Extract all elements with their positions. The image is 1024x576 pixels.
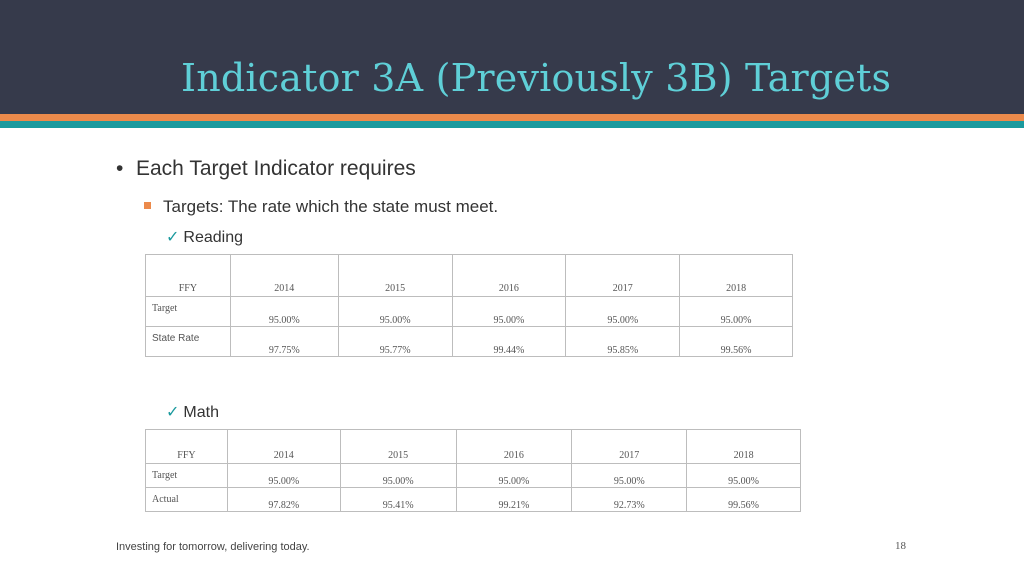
row-label-cell: Target [145,296,231,327]
year-header-cell: 2016 [455,429,573,464]
checkmark-icon: ✓ [166,402,180,421]
value-cell: 97.75% [229,326,339,357]
slide-header: Indicator 3A (Previously 3B) Targets [0,0,1024,114]
year-header-cell: 2015 [339,429,457,464]
slide-title: Indicator 3A (Previously 3B) Targets [181,56,892,100]
row-label-cell: Target [145,463,228,488]
reading-check-item: ✓ Reading [166,227,243,247]
table-row: Target 95.00% 95.00% 95.00% 95.00% 95.00… [145,296,793,327]
value-cell: 95.00% [679,296,793,327]
orange-stripe [0,114,1024,121]
row-label-cell: State Rate [145,326,231,357]
square-bullet-icon [144,202,151,209]
year-header-cell: 2018 [686,429,801,464]
math-check-item: ✓ Math [166,402,219,422]
value-cell: 95.00% [455,463,573,488]
value-cell: 95.41% [339,487,457,512]
reading-targets-table: FFY 2014 2015 2016 2017 2018 Target 95.0… [145,254,793,357]
bullet-dot-icon: • [116,157,124,180]
bullet-level-1: • Each Target Indicator requires [116,157,416,181]
value-cell: 99.56% [686,487,801,512]
value-cell: 95.00% [337,296,453,327]
math-label: Math [183,404,219,421]
slide-footer: Investing for tomorrow, delivering today… [116,541,310,553]
value-cell: 95.00% [686,463,801,488]
table-header-row: FFY 2014 2015 2016 2017 2018 [145,429,801,464]
ffy-header-cell: FFY [145,254,231,297]
table-row: State Rate 97.75% 95.77% 99.44% 95.85% 9… [145,326,793,357]
value-cell: 95.00% [565,296,681,327]
year-header-cell: 2016 [451,254,567,297]
value-cell: 92.73% [571,487,688,512]
table-header-row: FFY 2014 2015 2016 2017 2018 [145,254,793,297]
value-cell: 99.44% [451,326,567,357]
ffy-header-cell: FFY [145,429,228,464]
value-cell: 99.21% [455,487,573,512]
year-header-cell: 2017 [565,254,681,297]
reading-label: Reading [183,229,244,246]
value-cell: 95.00% [226,463,341,488]
bullet-1-text: Each Target Indicator requires [136,157,416,180]
value-cell: 95.00% [229,296,339,327]
value-cell: 95.00% [571,463,688,488]
math-targets-table: FFY 2014 2015 2016 2017 2018 Target 95.0… [145,429,801,512]
value-cell: 99.56% [679,326,793,357]
year-header-cell: 2017 [571,429,688,464]
year-header-cell: 2018 [679,254,793,297]
bullet-2-text: Targets: The rate which the state must m… [163,197,499,216]
bullet-level-2: Targets: The rate which the state must m… [144,197,498,217]
checkmark-icon: ✓ [166,227,180,246]
table-row: Actual 97.82% 95.41% 99.21% 92.73% 99.56… [145,487,801,512]
value-cell: 95.85% [565,326,681,357]
row-label-cell: Actual [145,487,228,512]
table-row: Target 95.00% 95.00% 95.00% 95.00% 95.00… [145,463,801,488]
year-header-cell: 2014 [226,429,341,464]
value-cell: 95.00% [339,463,457,488]
value-cell: 95.00% [451,296,567,327]
year-header-cell: 2015 [337,254,453,297]
teal-stripe [0,121,1024,128]
page-number: 18 [895,540,906,552]
value-cell: 95.77% [337,326,453,357]
value-cell: 97.82% [226,487,341,512]
year-header-cell: 2014 [229,254,339,297]
